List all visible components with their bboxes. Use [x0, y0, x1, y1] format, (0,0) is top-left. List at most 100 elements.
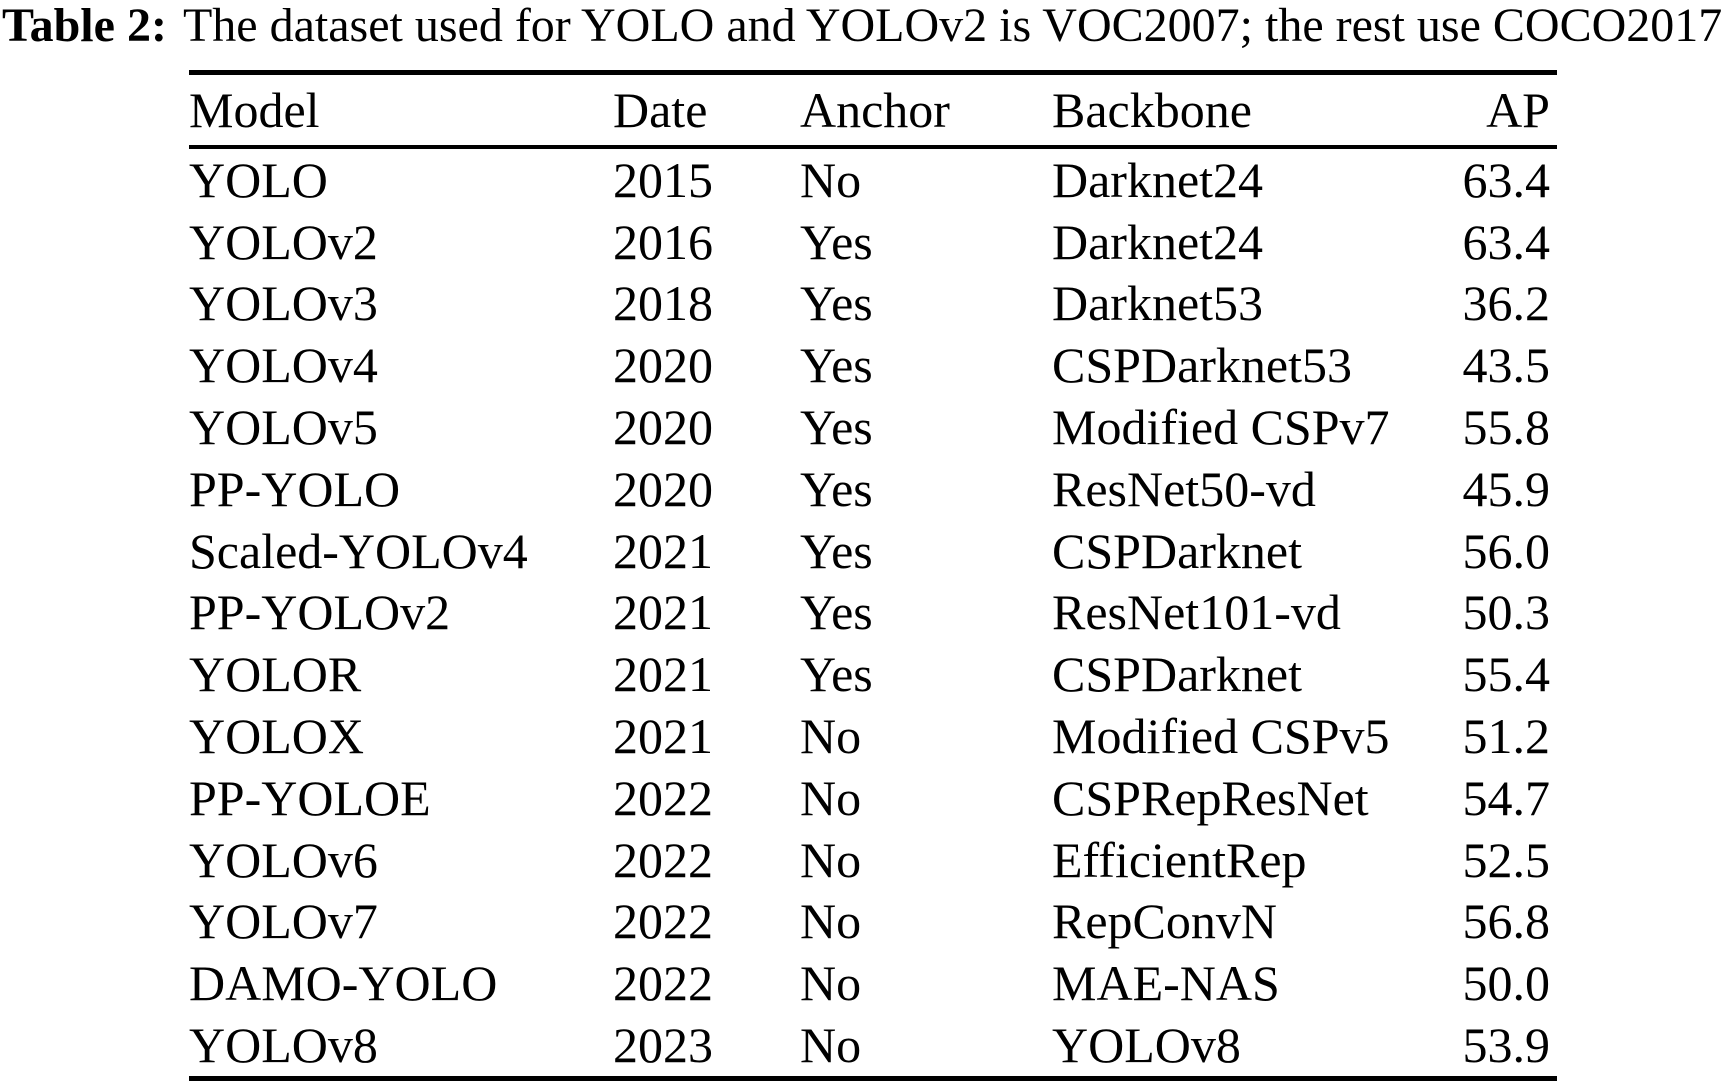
cell-backbone: Modified CSPv7	[1052, 399, 1390, 456]
cell-ap: 50.0	[1462, 955, 1551, 1012]
cell-anchor: No	[800, 893, 862, 950]
table-row: PP-YOLO 2020 Yes ResNet50-vd 45.9	[189, 458, 1557, 520]
cell-model: YOLOv4	[189, 337, 378, 394]
cell-model: PP-YOLOv2	[189, 584, 451, 641]
model-comparison-table: Model Date Anchor Backbone AP YOLO 2015 …	[189, 70, 1557, 1081]
table-caption: Table 2: The dataset used for YOLO and YO…	[2, 0, 1725, 52]
cell-model: Scaled-YOLOv4	[189, 522, 528, 579]
cell-backbone: CSPDarknet	[1052, 646, 1302, 703]
cell-backbone: Darknet53	[1052, 275, 1264, 332]
cell-backbone: CSPDarknet53	[1052, 337, 1352, 394]
table-row: YOLOR 2021 Yes CSPDarknet 55.4	[189, 643, 1557, 705]
cell-anchor: Yes	[800, 275, 873, 332]
cell-model: YOLOX	[189, 708, 364, 765]
cell-model: PP-YOLOE	[189, 769, 431, 826]
column-header-date: Date	[613, 82, 708, 138]
cell-ap: 55.4	[1462, 646, 1551, 703]
table-row: YOLOv8 2023 No YOLOv8 53.9	[189, 1014, 1557, 1076]
cell-anchor: No	[800, 708, 862, 765]
cell-ap: 52.5	[1462, 831, 1551, 888]
caption-label: Table 2:	[2, 0, 167, 52]
cell-model: YOLOv2	[189, 213, 378, 270]
cell-anchor: Yes	[800, 522, 873, 579]
cell-date: 2021	[613, 584, 713, 641]
cell-backbone: ResNet50-vd	[1052, 460, 1316, 517]
cell-date: 2020	[613, 460, 713, 517]
cell-date: 2022	[613, 893, 713, 950]
cell-model: YOLOv6	[189, 831, 378, 888]
table-row: PP-YOLOv2 2021 Yes ResNet101-vd 50.3	[189, 582, 1557, 644]
cell-anchor: No	[800, 769, 862, 826]
table-body: YOLO 2015 No Darknet24 63.4 YOLOv2 2016 …	[189, 149, 1557, 1076]
header-row: Model Date Anchor Backbone AP	[189, 75, 1557, 145]
cell-anchor: Yes	[800, 646, 873, 703]
table-row: YOLOv4 2020 Yes CSPDarknet53 43.5	[189, 334, 1557, 396]
table-row: PP-YOLOE 2022 No CSPRepResNet 54.7	[189, 767, 1557, 829]
table-row: YOLOv5 2020 Yes Modified CSPv7 55.8	[189, 396, 1557, 458]
cell-anchor: Yes	[800, 337, 873, 394]
cell-date: 2021	[613, 522, 713, 579]
cell-date: 2021	[613, 708, 713, 765]
cell-model: YOLOR	[189, 646, 362, 703]
cell-anchor: Yes	[800, 584, 873, 641]
cell-ap: 63.4	[1462, 213, 1551, 270]
cell-model: YOLOv8	[189, 1017, 378, 1074]
table-row: YOLOv7 2022 No RepConvN 56.8	[189, 891, 1557, 953]
cell-backbone: CSPDarknet	[1052, 522, 1302, 579]
cell-anchor: No	[800, 151, 862, 208]
cell-date: 2020	[613, 337, 713, 394]
cell-backbone: RepConvN	[1052, 893, 1277, 950]
table-row: YOLOv6 2022 No EfficientRep 52.5	[189, 829, 1557, 891]
table-row: Scaled-YOLOv4 2021 Yes CSPDarknet 56.0	[189, 520, 1557, 582]
cell-model: YOLOv7	[189, 893, 378, 950]
cell-ap: 63.4	[1462, 151, 1551, 208]
cell-date: 2022	[613, 955, 713, 1012]
table-row: DAMO-YOLO 2022 No MAE-NAS 50.0	[189, 952, 1557, 1014]
column-header-backbone: Backbone	[1052, 82, 1252, 138]
cell-date: 2022	[613, 831, 713, 888]
cell-ap: 51.2	[1462, 708, 1551, 765]
cell-date: 2022	[613, 769, 713, 826]
caption-text: The dataset used for YOLO and YOLOv2 is …	[182, 0, 1723, 52]
column-header-anchor: Anchor	[800, 82, 950, 138]
table-row: YOLOX 2021 No Modified CSPv5 51.2	[189, 705, 1557, 767]
cell-model: YOLO	[189, 151, 328, 208]
table-row: YOLOv2 2016 Yes Darknet24 63.4	[189, 211, 1557, 273]
cell-backbone: Darknet24	[1052, 151, 1264, 208]
cell-backbone: Darknet24	[1052, 213, 1264, 270]
cell-backbone: EfficientRep	[1052, 831, 1307, 888]
cell-ap: 56.8	[1462, 893, 1551, 950]
cell-date: 2016	[613, 213, 713, 270]
cell-ap: 43.5	[1462, 337, 1551, 394]
cell-anchor: Yes	[800, 213, 873, 270]
cell-backbone: Modified CSPv5	[1052, 708, 1390, 765]
cell-ap: 36.2	[1462, 275, 1551, 332]
cell-model: YOLOv5	[189, 399, 378, 456]
cell-anchor: Yes	[800, 399, 873, 456]
cell-model: DAMO-YOLO	[189, 955, 498, 1012]
cell-backbone: YOLOv8	[1052, 1017, 1241, 1074]
cell-ap: 54.7	[1462, 769, 1551, 826]
cell-date: 2021	[613, 646, 713, 703]
column-header-model: Model	[189, 82, 320, 138]
cell-anchor: No	[800, 955, 862, 1012]
cell-ap: 45.9	[1462, 460, 1551, 517]
cell-model: PP-YOLO	[189, 460, 401, 517]
table-row: YOLOv3 2018 Yes Darknet53 36.2	[189, 273, 1557, 335]
bottom-rule	[189, 1075, 1557, 1081]
cell-ap: 55.8	[1462, 399, 1551, 456]
cell-anchor: Yes	[800, 460, 873, 517]
cell-model: YOLOv3	[189, 275, 378, 332]
cell-ap: 56.0	[1462, 522, 1551, 579]
cell-ap: 53.9	[1462, 1017, 1551, 1074]
cell-backbone: ResNet101-vd	[1052, 584, 1341, 641]
cell-anchor: No	[800, 1017, 862, 1074]
cell-anchor: No	[800, 831, 862, 888]
column-header-ap: AP	[1486, 82, 1550, 138]
cell-ap: 50.3	[1462, 584, 1551, 641]
cell-date: 2023	[613, 1017, 713, 1074]
mid-rule	[189, 145, 1557, 149]
cell-backbone: MAE-NAS	[1052, 955, 1280, 1012]
cell-date: 2018	[613, 275, 713, 332]
